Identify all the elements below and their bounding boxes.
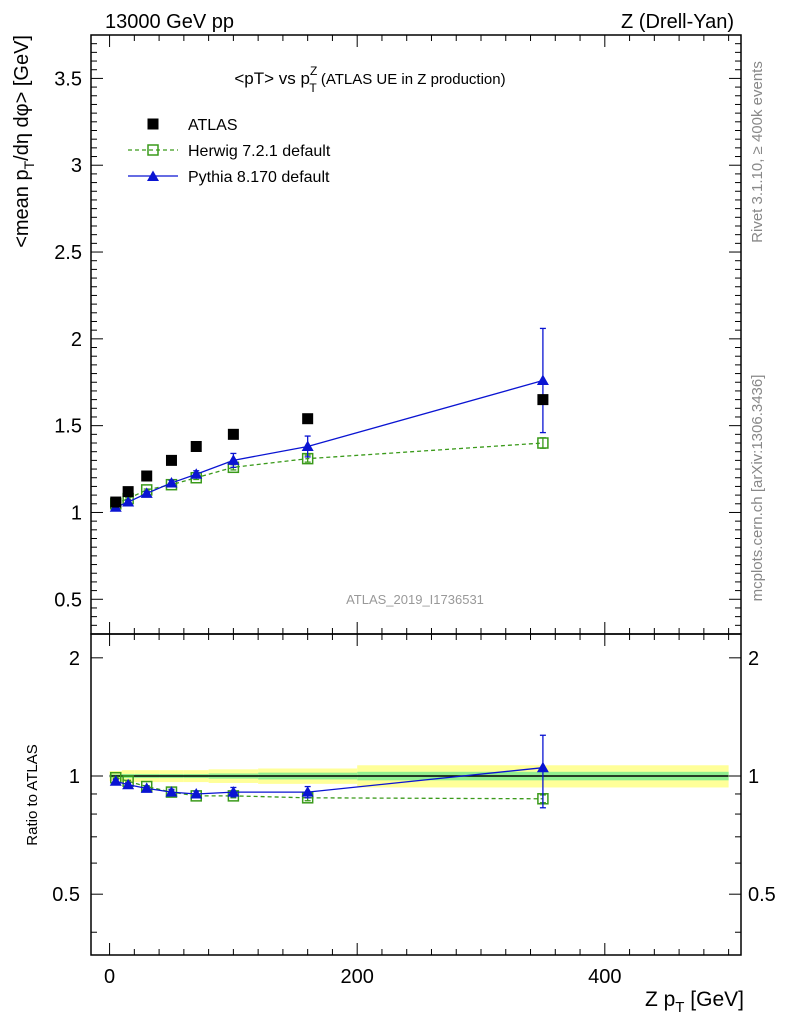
legend-pythia-label: Pythia 8.170 default bbox=[188, 169, 330, 186]
y-tick-label: 0.5 bbox=[54, 589, 82, 611]
ratio-pythia-point bbox=[140, 782, 153, 793]
atlas-point bbox=[141, 470, 153, 482]
pythia-point bbox=[190, 468, 203, 479]
y-tick-label: 2 bbox=[71, 329, 82, 351]
header-right: Z (Drell-Yan) bbox=[621, 11, 734, 33]
atlas-point bbox=[190, 440, 202, 452]
ratio-y-tick-label: 1 bbox=[69, 766, 80, 788]
atlas-point bbox=[122, 486, 134, 498]
y-axis-label: <mean pT/dη dφ> [GeV] bbox=[11, 35, 37, 248]
x-tick-label: 0 bbox=[104, 966, 115, 988]
x-tick-label: 400 bbox=[588, 966, 621, 988]
herwig-point bbox=[537, 437, 549, 449]
ratio-pythia-point bbox=[165, 786, 178, 797]
plot-text: 13000 GeV pp Z (Drell-Yan) Rivet 3.1.10,… bbox=[11, 11, 766, 1016]
pythia-point bbox=[536, 374, 549, 386]
atlas-point bbox=[110, 496, 122, 508]
pythia-point bbox=[122, 496, 135, 507]
ratio-pythia-point bbox=[190, 787, 203, 799]
ratio-y-tick-label-right: 1 bbox=[748, 766, 759, 788]
ratio-pythia-point bbox=[536, 761, 549, 773]
ratio-y-tick-label: 0.5 bbox=[52, 884, 80, 906]
legend-herwig-marker bbox=[147, 144, 159, 156]
ratio-herwig-line bbox=[115, 777, 543, 800]
pythia-point bbox=[140, 487, 153, 498]
xlabel-pre: Z p bbox=[645, 988, 675, 1011]
pythia-point bbox=[165, 476, 178, 488]
ratio-y-tick-label-right: 0.5 bbox=[748, 884, 776, 906]
ratio-y-axis-label: Ratio to ATLAS bbox=[24, 744, 41, 845]
ratio-pythia-point bbox=[227, 786, 240, 797]
y-tick-label: 2.5 bbox=[54, 242, 82, 264]
watermark: ATLAS_2019_I1736531 bbox=[346, 592, 484, 607]
legend-atlas-marker bbox=[147, 118, 159, 130]
atlas-point bbox=[165, 454, 177, 466]
title-sub: T bbox=[309, 81, 317, 95]
header-left: 13000 GeV pp bbox=[105, 11, 234, 33]
xlabel-post: [GeV] bbox=[684, 988, 744, 1011]
ylabel-sub: T bbox=[21, 160, 37, 169]
y-tick-label: 3.5 bbox=[54, 68, 82, 90]
plot-title: <pT> vs pZ T (ATLAS UE in Z production) bbox=[234, 64, 505, 95]
herwig-line bbox=[115, 442, 543, 505]
ratio-y-tick-label-right: 2 bbox=[748, 648, 759, 670]
ylabel-pre: <mean p bbox=[11, 169, 33, 247]
pythia-line bbox=[115, 379, 544, 508]
y-tick-label: 3 bbox=[71, 155, 82, 177]
legend-pythia-marker bbox=[147, 170, 159, 181]
title-post: (ATLAS UE in Z production) bbox=[317, 71, 506, 88]
plot-frames: 0 200 400 0.5 1 1.5 2 2.5 3 3.5 0.5 0.5 1 1 2 2 bbox=[52, 34, 776, 988]
ratio-pythia-point bbox=[301, 786, 314, 797]
xlabel-sub: T bbox=[675, 999, 684, 1016]
legend-atlas-label: ATLAS bbox=[188, 117, 238, 134]
legend-herwig-label: Herwig 7.2.1 default bbox=[188, 143, 331, 160]
ratio-plot-frame bbox=[90, 633, 742, 956]
atlas-point bbox=[537, 394, 549, 406]
x-tick-label: 200 bbox=[341, 966, 374, 988]
ratio-pythia-point bbox=[109, 775, 122, 786]
y-tick-label: 1.5 bbox=[54, 416, 82, 438]
y-tick-label: 1 bbox=[71, 502, 82, 524]
x-axis-label: Z pT [GeV] bbox=[645, 988, 744, 1016]
pythia-point bbox=[301, 440, 314, 451]
title-sup: Z bbox=[310, 64, 317, 78]
ratio-pythia-point bbox=[122, 778, 135, 790]
ylabel-post: /dη dφ> [GeV] bbox=[11, 35, 33, 161]
rivet-label: Rivet 3.1.10, ≥ 400k events bbox=[749, 61, 766, 243]
mcplots-label: mcplots.cern.ch [arXiv:1306.3436] bbox=[749, 375, 766, 602]
title-pre: <pT> vs p bbox=[234, 69, 310, 88]
ratio-y-tick-label: 2 bbox=[69, 648, 80, 670]
atlas-point bbox=[227, 428, 239, 440]
legend: ATLAS Herwig 7.2.1 default Pythia 8.170 … bbox=[128, 117, 331, 186]
atlas-point bbox=[302, 413, 314, 425]
plot-data bbox=[109, 327, 729, 809]
pythia-point bbox=[227, 454, 240, 465]
